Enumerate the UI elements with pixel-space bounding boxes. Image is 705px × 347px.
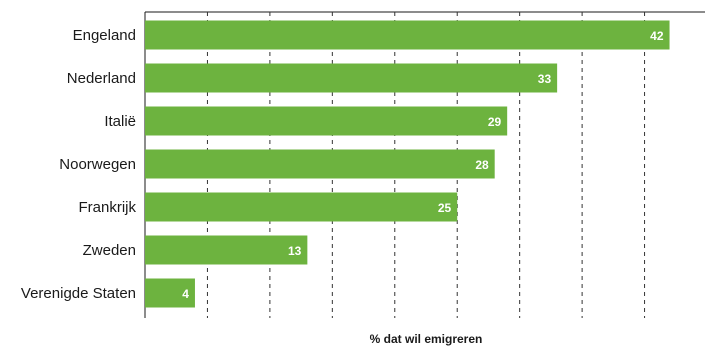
bar — [145, 235, 308, 265]
category-label: Engeland — [73, 27, 136, 44]
bar — [145, 192, 458, 222]
value-label: 13 — [288, 244, 302, 258]
category-labels: Engeland Nederland Italië Noorwegen Frankrij… — [21, 27, 137, 302]
bar — [145, 63, 558, 93]
category-label: Zweden — [83, 242, 136, 259]
bar — [145, 149, 495, 179]
value-label: 29 — [488, 115, 502, 129]
value-label: 25 — [438, 201, 452, 215]
category-label: Noorwegen — [59, 156, 136, 173]
bar — [145, 278, 195, 308]
x-axis-title: % dat wil emigreren — [370, 332, 483, 346]
value-label: 28 — [475, 158, 489, 172]
category-label: Frankrijk — [78, 199, 136, 216]
category-label: Nederland — [67, 70, 136, 87]
bar — [145, 20, 670, 50]
bar — [145, 106, 508, 136]
category-label: Verenigde Staten — [21, 285, 136, 302]
value-label: 42 — [650, 29, 664, 43]
value-label: 4 — [182, 287, 189, 301]
value-label: 33 — [538, 72, 552, 86]
bars-group — [145, 20, 670, 308]
value-labels: 42 33 29 28 25 13 4 — [182, 29, 664, 301]
category-label: Italië — [104, 113, 136, 130]
